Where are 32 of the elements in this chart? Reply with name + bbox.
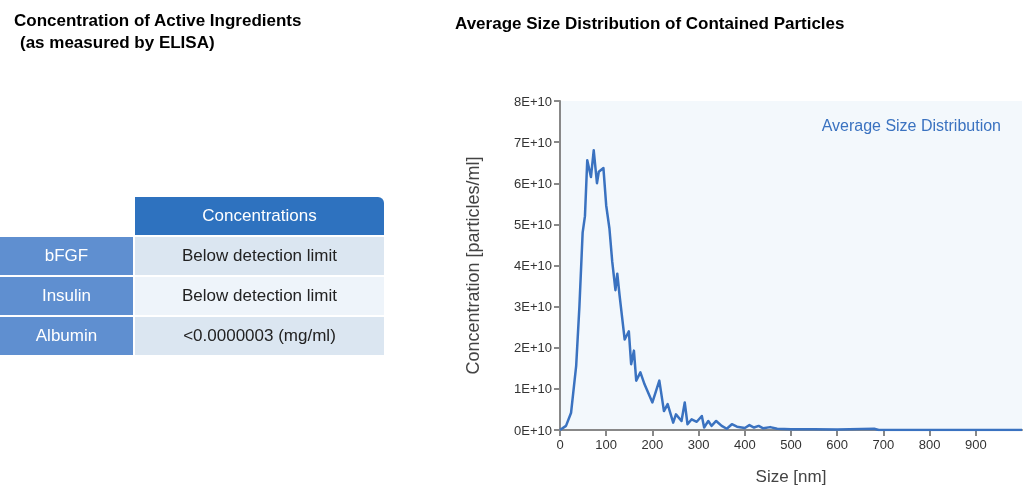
x-tick-label: 500 (780, 437, 802, 452)
y-tick-label: 7E+10 (514, 134, 552, 150)
text: <0.0000003 (mg/ml) (183, 326, 336, 345)
x-tick-label: 300 (687, 437, 710, 452)
y-tick-label: 2E+10 (514, 340, 552, 356)
text: (as measured by ELISA) (19, 32, 216, 54)
text: Concentrations (135, 197, 384, 235)
y-tick-label: 8E+10 (514, 93, 552, 109)
y-tick-label: 6E+10 (514, 175, 552, 191)
x-tick-label: 0 (556, 437, 564, 452)
y-tick-label: 0E+10 (514, 422, 552, 438)
y-tick-label: 1E+10 (514, 381, 552, 397)
x-axis-title: Size [nm] (755, 467, 827, 486)
x-tick-label: 200 (641, 437, 664, 452)
x-tick-label: 600 (826, 437, 849, 452)
text: Concentration of Active Ingredients (14, 10, 302, 32)
chart-title: Average Size Distribution of Contained Particles (455, 14, 845, 33)
x-tick-label: 700 (872, 437, 895, 452)
y-tick-label: 4E+10 (514, 258, 552, 273)
y-tick-label: 3E+10 (514, 299, 552, 315)
text: Below detection limit (182, 286, 337, 305)
category-label: Albumin (0, 317, 133, 355)
text: Average Size Distribution (821, 116, 1002, 134)
y-axis-title: Concentration [particles/ml] (463, 156, 483, 375)
x-tick-label: 900 (964, 437, 987, 452)
x-tick-label: 400 (733, 437, 756, 452)
y-tick-label: 5E+10 (514, 216, 552, 232)
x-tick-label: 100 (595, 437, 618, 452)
category-label: bFGF (0, 237, 133, 275)
text: Below detection limit (182, 246, 337, 265)
x-tick-label: 800 (918, 437, 941, 452)
category-label: Insulin (0, 277, 133, 315)
